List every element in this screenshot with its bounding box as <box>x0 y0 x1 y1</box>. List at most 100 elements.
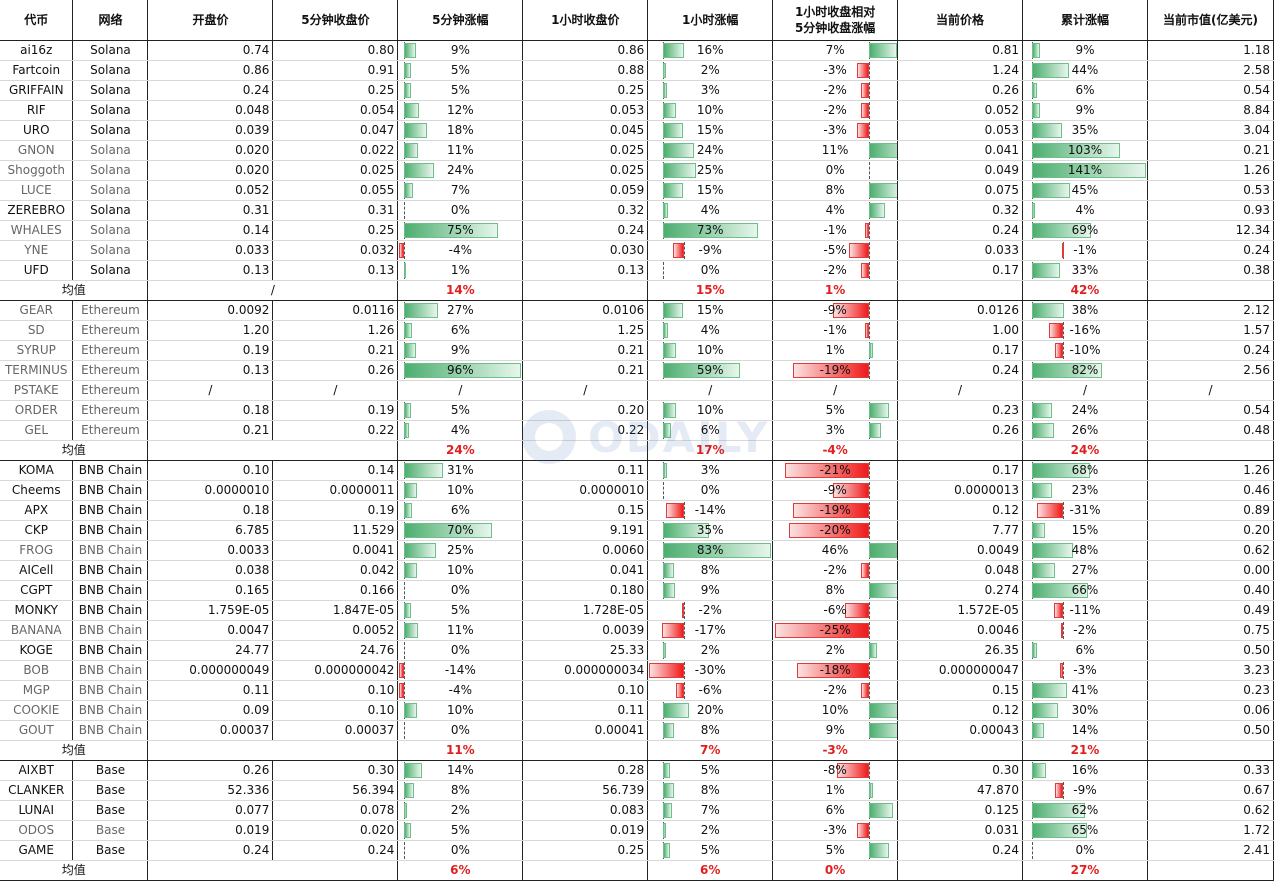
cell-gc-value: -1% <box>1073 243 1097 257</box>
cell-g5-value: 6% <box>450 503 470 517</box>
positive-bar <box>869 203 886 218</box>
table-row: LUCE Solana 0.052 0.055 7% 0.059 15% 8% 0.075 45%… <box>0 180 1274 201</box>
cell-market-cap: 0.20 <box>1147 520 1274 541</box>
average-label: 均值 <box>0 280 149 301</box>
positive-bar <box>1032 763 1046 778</box>
cell-token-name: KOMA <box>0 460 74 481</box>
cell-g1-value: 5% <box>700 843 720 857</box>
negative-bar <box>662 623 685 638</box>
cell-open-price: 0.74 <box>147 40 274 61</box>
cell-token-name: BANANA <box>0 620 74 641</box>
bar-axis <box>404 722 406 739</box>
cell-gc: -10% <box>1022 340 1148 361</box>
cell-close-5min: 0.022 <box>272 140 399 161</box>
table-row: GEL Ethereum 0.21 0.22 4% 0.22 6% 3% 0.26 26% 0.48 <box>0 420 1274 441</box>
cell-g1: 6% <box>647 420 774 441</box>
cell-g5-value: 9% <box>450 343 470 357</box>
table-row: ai16z Solana 0.74 0.80 9% 0.86 16% 7% 0.81 9% 1.18 <box>0 40 1274 61</box>
bar-axis <box>684 662 686 679</box>
negative-bar <box>833 483 870 498</box>
cell-close-1h: 0.000000034 <box>522 660 649 681</box>
cell-close-5min: 1.847E-05 <box>272 600 399 621</box>
cell-g5: 4% <box>397 420 524 441</box>
positive-bar <box>663 643 666 658</box>
cell-open-price: 0.0000010 <box>147 480 274 501</box>
positive-bar <box>404 363 522 378</box>
bar-axis <box>404 582 406 599</box>
cell-g15: -2% <box>772 100 899 121</box>
cell-g15-value: -2% <box>823 263 847 277</box>
bar-axis <box>869 662 871 679</box>
cell-g5: 9% <box>397 340 524 361</box>
cell-gc: 9% <box>1022 100 1148 121</box>
bar-axis <box>869 602 871 619</box>
cell-g1-value: 25% <box>696 163 724 177</box>
bar-axis <box>869 82 871 99</box>
positive-bar <box>663 843 670 858</box>
positive-bar <box>404 223 499 238</box>
cell-g1: 3% <box>647 80 774 101</box>
average-cumulative-change: 42% <box>1022 280 1148 301</box>
cell-current-price: 0.274 <box>897 580 1024 601</box>
positive-bar <box>1032 143 1120 158</box>
bar-axis <box>869 362 871 379</box>
cell-close-5min: 0.21 <box>272 340 399 361</box>
cell-network: BNB Chain <box>72 720 149 741</box>
cell-g5: 14% <box>397 760 524 781</box>
cell-token-name: SD <box>0 320 74 341</box>
average-empty <box>522 740 649 761</box>
cell-open-price: 6.785 <box>147 520 274 541</box>
cell-current-price: 0.32 <box>897 200 1024 221</box>
cell-gc-value: -9% <box>1073 783 1097 797</box>
cell-open-price: 0.165 <box>147 580 274 601</box>
cell-close-1h: 0.25 <box>522 80 649 101</box>
cell-gc: 6% <box>1022 80 1148 101</box>
cell-gc: 6% <box>1022 640 1148 661</box>
cell-current-price: 0.26 <box>897 420 1024 441</box>
table-row: ODOS Base 0.019 0.020 5% 0.019 2% -3% 0.031 65% 1.… <box>0 820 1274 841</box>
cell-current-price: 0.000000047 <box>897 660 1024 681</box>
positive-bar <box>404 183 414 198</box>
cell-g1: 15% <box>647 180 774 201</box>
cell-g5: 27% <box>397 300 524 321</box>
positive-bar <box>663 83 668 98</box>
bar-axis <box>869 522 871 539</box>
cell-current-price: 26.35 <box>897 640 1024 661</box>
cell-gc-value: -10% <box>1069 343 1101 357</box>
cell-g1-value: 10% <box>696 343 724 357</box>
bar-axis <box>869 262 871 279</box>
negative-bar <box>865 323 870 338</box>
positive-bar <box>1032 643 1038 658</box>
cell-g15-value: 4% <box>825 203 845 217</box>
cell-open-price: 52.336 <box>147 780 274 801</box>
cell-market-cap: 0.40 <box>1147 580 1274 601</box>
cell-g1-value: 2% <box>700 643 720 657</box>
cell-open-price: 0.019 <box>147 820 274 841</box>
cell-token-name: ORDER <box>0 400 74 421</box>
cell-close-1h: 0.0060 <box>522 540 649 561</box>
negative-bar <box>793 363 870 378</box>
cell-token-name: CKP <box>0 520 74 541</box>
positive-bar <box>1032 303 1065 318</box>
cell-token-name: GOUT <box>0 720 74 741</box>
bar-axis <box>1063 662 1065 679</box>
positive-bar <box>663 703 690 718</box>
bar-axis <box>869 562 871 579</box>
positive-bar <box>1032 203 1036 218</box>
positive-bar <box>663 543 772 558</box>
cell-token-name: AIXBT <box>0 760 74 781</box>
cell-market-cap: 1.26 <box>1147 460 1274 481</box>
cell-gc-value: 69% <box>1071 223 1099 237</box>
cell-token-name: LUCE <box>0 180 74 201</box>
cell-g5: -14% <box>397 660 524 681</box>
cell-g1: 15% <box>647 300 774 321</box>
positive-bar <box>663 163 696 178</box>
header-row: 代币 网络 开盘价 5分钟收盘价 5分钟涨幅 1小时收盘价 1小时涨幅 1小时收… <box>0 0 1274 41</box>
cell-g15-value: -9% <box>823 483 847 497</box>
average-empty <box>1147 440 1274 461</box>
cell-gc-value: 65% <box>1071 823 1099 837</box>
cell-g15-value: 2% <box>825 643 845 657</box>
average-row: 均值 6% 6% 0% 27% <box>0 860 1274 881</box>
bar-axis <box>1063 622 1065 639</box>
header-1h-change: 1小时涨幅 <box>647 0 774 41</box>
